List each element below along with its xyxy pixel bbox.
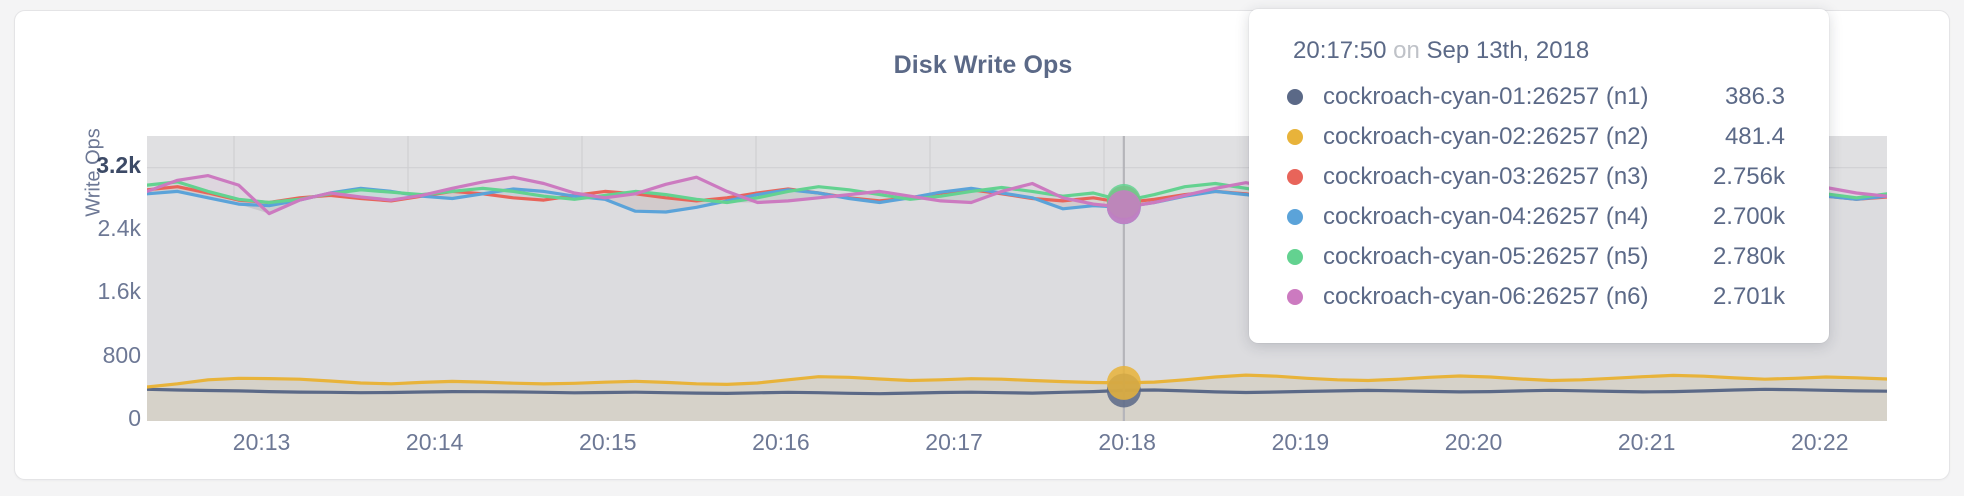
tooltip-on-word: on bbox=[1393, 37, 1420, 64]
series-color-dot-icon bbox=[1287, 249, 1303, 265]
tooltip-series-value: 2.700k bbox=[1712, 203, 1785, 230]
tooltip-series-value: 2.756k bbox=[1712, 163, 1785, 190]
tooltip-time: 20:17:50 bbox=[1293, 37, 1387, 64]
y-tick-label: 2.4k bbox=[97, 215, 141, 241]
chart-tooltip: 20:17:50 on Sep 13th, 2018 cockroach-cya… bbox=[1249, 9, 1829, 343]
x-tick-label: 20:22 bbox=[1790, 429, 1849, 455]
x-tick-label: 20:21 bbox=[1617, 429, 1676, 455]
series-color-dot-icon bbox=[1287, 209, 1303, 225]
series-color-dot-icon bbox=[1287, 169, 1303, 185]
tooltip-series-label: cockroach-cyan-03:26257 (n3) bbox=[1323, 163, 1649, 190]
tooltip-series-row: cockroach-cyan-03:26257 (n3) 2.756k bbox=[1249, 157, 1829, 197]
lower-band-fill bbox=[147, 375, 1887, 421]
x-tick-label: 20:19 bbox=[1271, 429, 1330, 455]
tooltip-series-label: cockroach-cyan-04:26257 (n4) bbox=[1323, 203, 1649, 230]
x-tick-label: 20:14 bbox=[405, 429, 464, 455]
tooltip-series-list: cockroach-cyan-01:26257 (n1) 386.3 cockroa… bbox=[1249, 77, 1829, 317]
y-tick-label: 1.6k bbox=[97, 278, 141, 305]
x-tick-label: 20:13 bbox=[232, 429, 291, 455]
series-line-cockroach-cyan-02:26257 (n2)[interactable] bbox=[147, 373, 1887, 389]
tooltip-series-value: 386.3 bbox=[1724, 83, 1785, 110]
tooltip-series-label: cockroach-cyan-06:26257 (n6) bbox=[1323, 283, 1649, 310]
tooltip-date: Sep 13th, 2018 bbox=[1426, 37, 1590, 64]
tooltip-series-row: cockroach-cyan-01:26257 (n1) 386.3 bbox=[1249, 77, 1829, 117]
y-tick-label: 800 bbox=[102, 341, 141, 368]
y-tick-label: 3.2k bbox=[96, 151, 141, 178]
tooltip-series-value: 2.780k bbox=[1712, 243, 1785, 270]
tooltip-series-row: cockroach-cyan-05:26257 (n5) 2.780k bbox=[1249, 237, 1829, 277]
tooltip-series-row: cockroach-cyan-02:26257 (n2) 481.4 bbox=[1249, 117, 1829, 157]
y-tick-label: 0 bbox=[128, 405, 141, 431]
tooltip-series-label: cockroach-cyan-01:26257 (n1) bbox=[1323, 83, 1649, 110]
tooltip-series-label: cockroach-cyan-05:26257 (n5) bbox=[1323, 243, 1649, 270]
tooltip-timestamp: 20:17:50 on Sep 13th, 2018 bbox=[1249, 37, 1829, 77]
series-color-dot-icon bbox=[1287, 89, 1303, 105]
page-title: Disk Write Ops bbox=[893, 51, 1073, 79]
plot-right-margin bbox=[1935, 136, 1949, 421]
tooltip-series-value: 2.701k bbox=[1712, 283, 1785, 310]
series-color-dot-icon bbox=[1287, 289, 1303, 305]
x-tick-label: 20:17 bbox=[925, 429, 983, 455]
x-tick-label: 20:15 bbox=[579, 429, 637, 455]
x-tick-label: 20:16 bbox=[752, 429, 810, 455]
series-color-dot-icon bbox=[1287, 129, 1303, 145]
x-tick-label: 20:18 bbox=[1098, 429, 1156, 455]
x-tick-label: 20:20 bbox=[1444, 429, 1503, 455]
highlight-marker-cockroach-cyan-06:26257 (n6) bbox=[1106, 190, 1141, 225]
y-axis: Write Ops 3.2k 2.4k 1.6k 800 0 bbox=[15, 11, 142, 481]
series-line-cockroach-cyan-01:26257 (n1)[interactable] bbox=[147, 387, 1887, 396]
tooltip-series-row: cockroach-cyan-06:26257 (n6) 2.701k bbox=[1249, 277, 1829, 317]
tooltip-series-row: cockroach-cyan-04:26257 (n4) 2.700k bbox=[1249, 197, 1829, 237]
tooltip-series-value: 481.4 bbox=[1724, 123, 1785, 150]
tooltip-series-label: cockroach-cyan-02:26257 (n2) bbox=[1323, 123, 1649, 150]
highlight-marker-cockroach-cyan-02:26257 (n2) bbox=[1106, 365, 1141, 400]
